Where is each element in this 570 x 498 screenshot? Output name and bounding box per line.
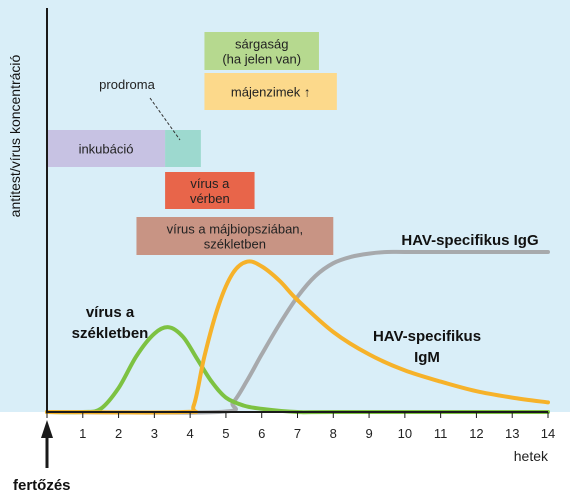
- x-tick-label: 14: [541, 426, 555, 441]
- x-tick-label: 3: [151, 426, 158, 441]
- igg-label: HAV-specifikus IgG: [401, 232, 538, 249]
- virus-stool-label: székletben: [72, 325, 149, 342]
- phase-bar-jaundice: [204, 32, 319, 70]
- virus-stool-label: vírus a: [86, 304, 135, 321]
- phase-label-incubation: inkubáció: [79, 142, 134, 157]
- phase-label-virus-biopsy-stool: székletben: [204, 237, 266, 252]
- phase-label-virus-biopsy-stool: vírus a májbiopsziában,: [167, 222, 304, 237]
- x-axis-title: hetek: [514, 448, 549, 464]
- phase-bar-incubation: [47, 130, 166, 167]
- prodroma-label: prodroma: [99, 77, 155, 92]
- igm-curve: [45, 259, 550, 415]
- phase-bar-prodroma: [165, 130, 201, 167]
- x-tick-label: 1: [79, 426, 86, 441]
- y-axis-title-group: antitest/vírus koncentráció: [7, 54, 23, 217]
- annotations: prodroma: [99, 77, 181, 141]
- phase-label-virus-blood: vírus a: [190, 176, 230, 191]
- prodroma-leader-line: [149, 97, 181, 141]
- x-tick-label: 4: [187, 426, 194, 441]
- series-labels: vírus a székletben HAV-specifikus IgM HAV-sp…: [72, 232, 539, 366]
- x-tick-label: 12: [469, 426, 483, 441]
- x-tick-label: 13: [505, 426, 519, 441]
- phase-label-virus-blood: vérben: [190, 191, 230, 206]
- y-axis-title: antitest/vírus koncentráció: [7, 54, 23, 217]
- x-tick-label: 6: [258, 426, 265, 441]
- igm-label: HAV-specifikus: [373, 328, 481, 345]
- phase-bars: sárgaság(ha jelen van) májenzimek ↑ inkubá…: [47, 32, 337, 255]
- x-tick-label: 9: [365, 426, 372, 441]
- x-tick-label: 2: [115, 426, 122, 441]
- x-tick-label: 11: [434, 426, 448, 441]
- infection-label: fertőzés: [13, 477, 71, 494]
- phase-label-jaundice: (ha jelen van): [222, 52, 301, 67]
- phase-bar-virus-blood: [165, 172, 255, 209]
- phase-label-jaundice: sárgaság: [235, 37, 288, 52]
- infection-arrow-head: [41, 420, 53, 438]
- phase-bar-virus-biopsy-stool: [136, 217, 334, 255]
- x-tick-label: 8: [330, 426, 337, 441]
- x-tick-label: 7: [294, 426, 301, 441]
- phase-label-liver-enzymes: májenzimek ↑: [231, 85, 310, 100]
- x-tick-label: 10: [398, 426, 412, 441]
- igm-label: IgM: [414, 349, 440, 366]
- x-tick-label: 5: [222, 426, 229, 441]
- phase-bar-liver-enzymes: [204, 73, 337, 110]
